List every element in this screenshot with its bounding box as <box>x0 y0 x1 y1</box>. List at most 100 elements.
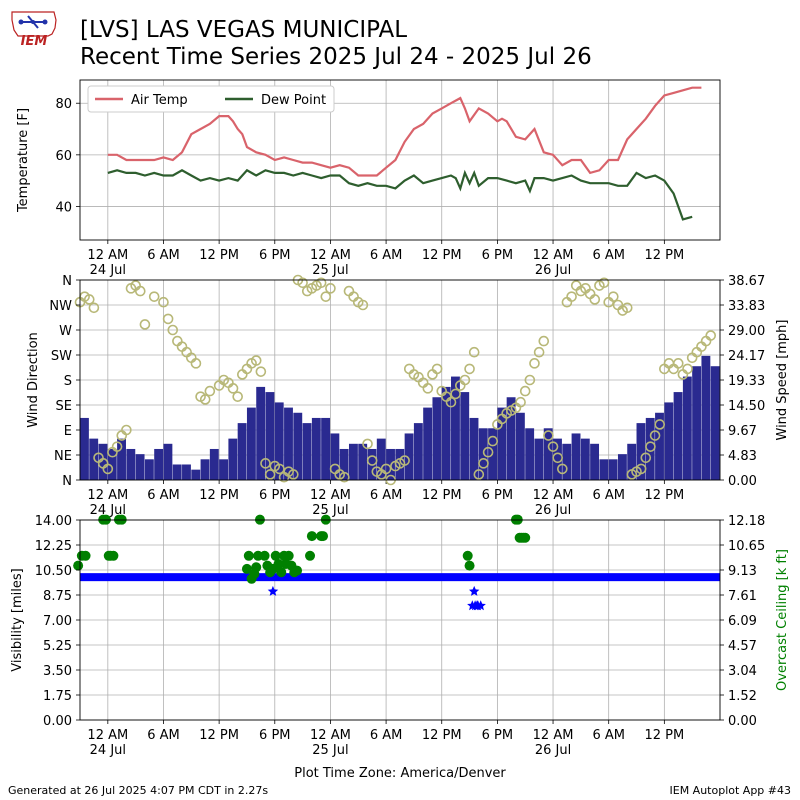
ceiling-axis-label: Overcast Ceiling [k ft] <box>775 549 790 691</box>
wind-speed-bar <box>608 459 618 480</box>
wind-date-label: 26 Jul <box>535 503 571 518</box>
ceiling-y-tick-label: 4.57 <box>728 639 757 654</box>
vis-x-tick-label: 6 PM <box>259 728 290 743</box>
wind-speed-bar <box>673 392 683 480</box>
ceiling-point <box>276 567 287 578</box>
temp-x-tick-label: 12 PM <box>199 248 239 263</box>
wind-speed-bar <box>339 448 349 480</box>
wind-speed-bar <box>645 417 655 480</box>
ceiling-point <box>241 563 252 574</box>
wind-direction-point <box>121 424 132 436</box>
wind-speed-bar <box>219 459 229 480</box>
ceiling-y-tick-label: 1.52 <box>728 689 757 704</box>
vis-y-tick-label: 5.25 <box>43 639 72 654</box>
wind-x-tick-label: 6 AM <box>370 488 403 503</box>
wind-direction-point <box>473 469 485 480</box>
ceiling-point <box>108 550 119 561</box>
vis-x-tick-label: 12 PM <box>422 728 462 743</box>
wind-direction-point <box>255 366 267 377</box>
visibility-point <box>471 600 483 611</box>
ceiling-point <box>80 550 91 561</box>
wind-direction-point <box>232 391 243 402</box>
wind-speed-bar <box>543 428 553 480</box>
wind-speed-bar <box>664 402 674 480</box>
temp-y-axis-label: Temperature [F] <box>16 108 31 213</box>
wind-direction-point <box>431 363 443 375</box>
wind-speed-bar <box>126 448 136 480</box>
wind-direction-point <box>339 471 350 483</box>
ceiling-y-tick-label: 6.09 <box>728 614 757 629</box>
vis-x-tick-label: 12 PM <box>644 728 684 743</box>
wind-dir-tick-label: W <box>59 324 72 339</box>
wind-direction-point <box>589 294 601 305</box>
vis-y-tick-label: 7.00 <box>43 614 72 629</box>
wind-speed-bar <box>311 417 321 480</box>
wind-direction-point <box>274 463 285 475</box>
logo-text: IEM <box>21 34 48 49</box>
wind-dir-tick-label: SE <box>56 399 72 414</box>
wind-dir-tick-label: E <box>64 424 72 439</box>
ceiling-point <box>292 565 303 576</box>
wind-direction-point <box>468 346 480 358</box>
visibility-baseline-band <box>80 573 720 582</box>
wind-speed-bar <box>274 402 284 480</box>
ceiling-y-tick-label: 7.61 <box>728 589 757 604</box>
legend-label-0: Air Temp <box>131 93 188 108</box>
wind-speed-bar <box>441 386 451 480</box>
wind-dir-tick-label: S <box>64 374 72 389</box>
temp-x-tick-label: 6 PM <box>259 248 290 263</box>
wind-speed-bar <box>256 386 266 480</box>
vis-y-tick-label: 8.75 <box>43 589 72 604</box>
ceiling-point <box>462 550 473 561</box>
wind-speed-bar <box>617 454 627 480</box>
wind-direction-point <box>134 285 146 297</box>
wind-direction-point <box>640 452 652 464</box>
wind-direction-point <box>566 291 577 302</box>
wind-direction-point <box>260 458 271 469</box>
ceiling-y-tick-label: 9.13 <box>728 564 757 579</box>
legend-label-1: Dew Point <box>261 93 326 108</box>
wind-dir-tick-label: NE <box>54 449 72 464</box>
wind-direction-point <box>111 441 123 452</box>
wind-speed-bar <box>655 412 664 480</box>
wind-direction-point <box>190 358 202 369</box>
wind-direction-point <box>478 458 489 469</box>
wind-direction-point <box>482 446 494 458</box>
wind-speed-bar <box>636 423 646 480</box>
wind-speed-bar <box>627 443 637 480</box>
wind-speed-bar <box>413 423 423 480</box>
generated-timestamp: Generated at 26 Jul 2025 4:07 PM CDT in … <box>8 784 269 797</box>
wind-direction-point <box>543 430 554 441</box>
wind-direction-point <box>538 335 550 347</box>
ceiling-point <box>73 560 84 571</box>
temp-legend-box <box>87 85 335 113</box>
wind-direction-point <box>672 358 684 369</box>
chart-title: [LVS] LAS VEGAS MUNICIPAL <box>80 17 408 43</box>
wind-direction-point <box>297 277 308 289</box>
wind-direction-point <box>682 363 693 375</box>
wind-direction-point <box>515 396 526 408</box>
temp-x-tick-label: 12 AM <box>533 248 574 263</box>
wind-speed-bar <box>460 392 470 480</box>
wind-dir-tick-label: NW <box>49 299 72 314</box>
wind-direction-point <box>380 463 392 475</box>
wind-direction-point <box>204 385 216 397</box>
vis-x-tick-label: 12 AM <box>533 728 574 743</box>
wind-speed-bar <box>144 459 154 480</box>
vis-date-label: 25 Jul <box>312 743 348 758</box>
wind-direction-point <box>557 463 568 475</box>
wind-speed-bar <box>590 443 600 480</box>
temp-x-tick-label: 12 AM <box>310 248 351 263</box>
temp-y-tick-label: 80 <box>55 97 72 112</box>
vis-y-tick-label: 3.50 <box>43 664 72 679</box>
wind-speed-bar <box>432 397 442 480</box>
wind-direction-point <box>199 394 211 405</box>
wind-speed-bar <box>246 407 256 480</box>
temp-x-tick-label: 12 AM <box>87 248 128 263</box>
wind-direction-point <box>366 455 378 466</box>
wind-direction-point <box>459 374 471 386</box>
iem-logo: IEM <box>8 6 60 50</box>
wind-direction-point <box>158 296 169 308</box>
vis-y-tick-label: 1.75 <box>43 689 72 704</box>
wind-speed-bar <box>228 438 238 480</box>
